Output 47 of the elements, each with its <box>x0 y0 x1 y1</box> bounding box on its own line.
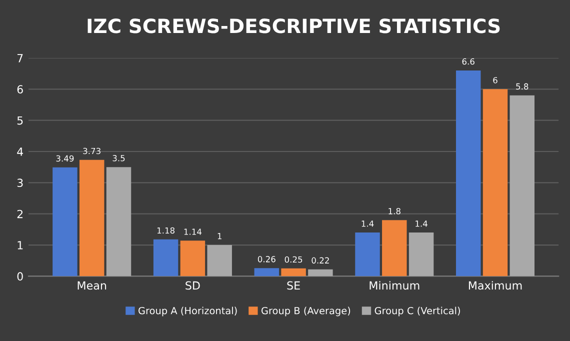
bar <box>308 269 333 276</box>
y-tick-label: 6 <box>17 85 23 94</box>
data-label: 1.4 <box>416 220 428 227</box>
bar <box>482 89 508 276</box>
bar <box>281 268 306 276</box>
y-tick-label: 7 <box>17 54 23 62</box>
bar <box>180 240 206 276</box>
data-label: 1.14 <box>184 228 202 235</box>
bar <box>408 232 434 276</box>
bar <box>355 232 380 276</box>
y-tick-label: 5 <box>17 116 23 125</box>
data-label: 3.5 <box>112 155 125 162</box>
bar <box>79 160 104 276</box>
data-label: 3.73 <box>83 148 100 154</box>
y-tick-label: 1 <box>18 241 23 250</box>
y-tick-label: 2 <box>17 210 23 218</box>
data-label: 1.8 <box>388 208 400 214</box>
x-tick-label: SD <box>186 281 200 290</box>
bar <box>52 167 78 276</box>
x-tick-label: Mean <box>78 281 106 290</box>
data-label: 5.8 <box>516 83 528 90</box>
data-label: 6 <box>493 77 498 84</box>
bar <box>456 70 481 276</box>
x-tick-label: Maximum <box>468 281 522 290</box>
chart-title: IZC SCREWS-DESCRIPTIVE STATISTICS <box>88 18 500 34</box>
y-tick-label: 3 <box>17 178 23 188</box>
bar <box>382 220 407 276</box>
data-label: 6.6 <box>462 58 474 65</box>
legend-label: Group C (Vertical) <box>374 306 460 316</box>
y-tick-label: 4 <box>17 148 24 156</box>
x-tick-label: SE <box>287 281 300 290</box>
bar <box>254 268 280 276</box>
data-label: 1 <box>218 233 222 240</box>
bar <box>510 95 535 276</box>
data-label: 0.25 <box>284 256 302 263</box>
legend-label: Group A (Horizontal) <box>138 306 237 316</box>
data-label: 0.26 <box>258 256 276 262</box>
bar <box>207 245 232 276</box>
x-tick-label: Minimum <box>370 281 420 290</box>
data-label: 3.49 <box>56 155 74 162</box>
y-tick-label: 0 <box>17 272 23 281</box>
data-label: 1.4 <box>362 220 374 227</box>
bar <box>106 167 132 276</box>
data-label: 1.18 <box>157 227 175 234</box>
legend-label: Group B (Average) <box>262 306 350 316</box>
bar <box>153 239 178 276</box>
data-label: 0.22 <box>312 257 329 264</box>
